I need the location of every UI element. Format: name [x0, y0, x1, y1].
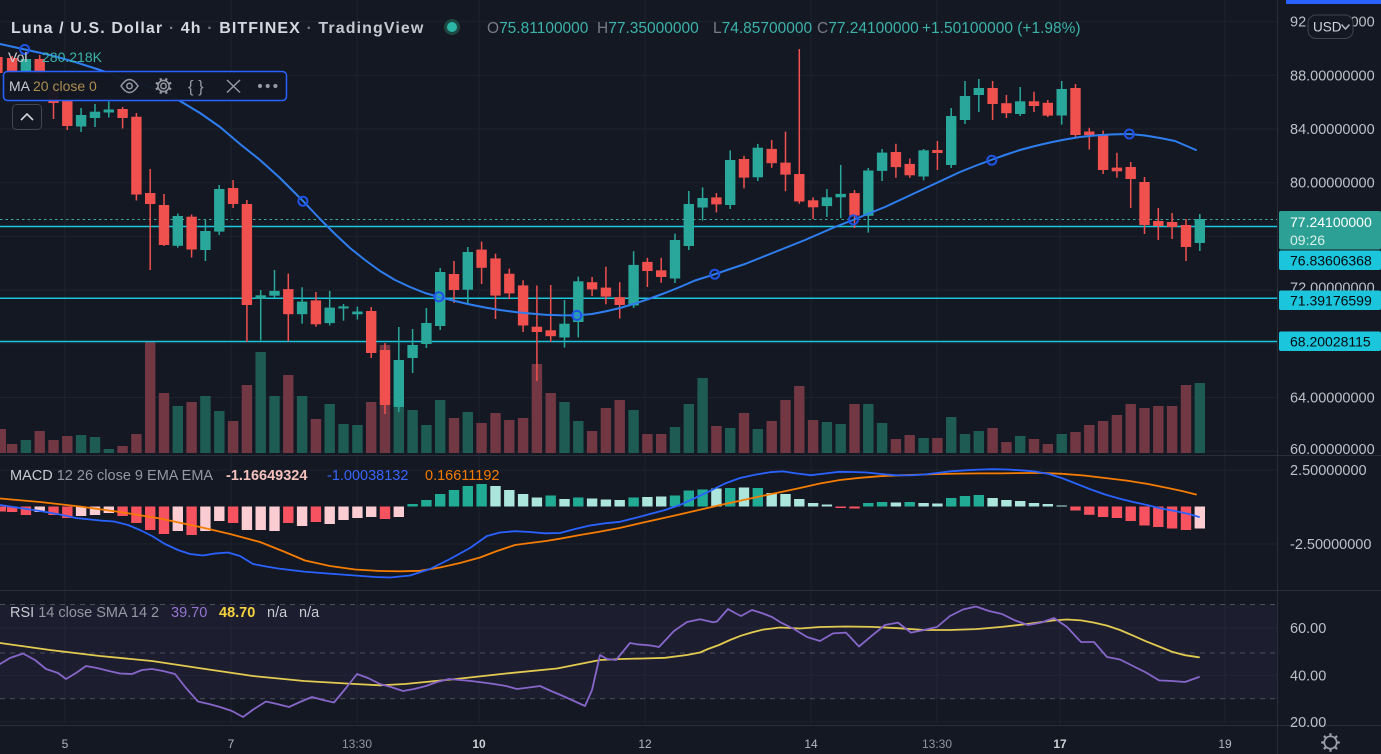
- svg-text:12: 12: [638, 737, 652, 751]
- svg-text:77.24100000: 77.24100000: [1290, 214, 1372, 230]
- svg-text:60.00: 60.00: [1290, 621, 1326, 637]
- svg-text:64.00000000: 64.00000000: [1290, 391, 1375, 407]
- svg-text:O75.81100000: O75.81100000: [487, 20, 589, 37]
- svg-text:H77.35000000: H77.35000000: [597, 20, 699, 37]
- svg-text:48.70: 48.70: [219, 605, 255, 621]
- svg-text:71.39176599: 71.39176599: [1290, 293, 1372, 309]
- svg-text:14: 14: [804, 737, 818, 751]
- svg-text:MA: MA: [9, 78, 31, 94]
- svg-text:40.00: 40.00: [1290, 668, 1326, 684]
- svg-text:-1.00038132: -1.00038132: [327, 468, 408, 484]
- svg-text:17: 17: [1053, 737, 1067, 751]
- svg-text:+1.50100000 (+1.98%): +1.50100000 (+1.98%): [922, 20, 1081, 37]
- svg-text:-1.16649324: -1.16649324: [226, 468, 307, 484]
- svg-text:MACD 12 26 close 9 EMA EMA: MACD 12 26 close 9 EMA EMA: [10, 468, 213, 484]
- svg-text:60.00000000: 60.00000000: [1290, 442, 1375, 458]
- svg-text:76.83606368: 76.83606368: [1290, 253, 1372, 269]
- svg-text:0.16611192: 0.16611192: [425, 468, 499, 484]
- svg-text:10: 10: [472, 737, 486, 751]
- svg-text:C77.24100000: C77.24100000: [817, 20, 919, 37]
- svg-text:20.00: 20.00: [1290, 715, 1326, 731]
- svg-text:88.00000000: 88.00000000: [1290, 68, 1375, 84]
- svg-text:20 close 0: 20 close 0: [33, 78, 97, 94]
- svg-text:84.00000000: 84.00000000: [1290, 122, 1375, 138]
- svg-text:{ }: { }: [188, 78, 204, 96]
- svg-text:n/a: n/a: [299, 605, 320, 621]
- svg-text:280.218K: 280.218K: [42, 49, 103, 65]
- svg-text:19: 19: [1218, 737, 1232, 751]
- svg-text:RSI 14 close SMA 14 2: RSI 14 close SMA 14 2: [10, 605, 159, 621]
- svg-text:Vol: Vol: [8, 49, 27, 65]
- svg-text:5: 5: [62, 737, 69, 751]
- svg-text:USD: USD: [1313, 20, 1342, 35]
- svg-text:09:26: 09:26: [1290, 232, 1325, 248]
- svg-text:7: 7: [228, 737, 235, 751]
- svg-text:68.20028115: 68.20028115: [1290, 334, 1371, 350]
- svg-text:13:30: 13:30: [922, 737, 952, 751]
- svg-text:13:30: 13:30: [342, 737, 372, 751]
- svg-text:2.50000000: 2.50000000: [1290, 463, 1367, 479]
- svg-text:80.00000000: 80.00000000: [1290, 176, 1375, 192]
- svg-text:L74.85700000: L74.85700000: [713, 20, 813, 37]
- svg-text:n/a: n/a: [267, 605, 288, 621]
- svg-text:39.70: 39.70: [171, 605, 207, 621]
- svg-text:Luna / U.S. Dollar · 4h · BITF: Luna / U.S. Dollar · 4h · BITFINEX · Tra…: [11, 20, 424, 37]
- svg-text:-2.50000000: -2.50000000: [1290, 537, 1371, 553]
